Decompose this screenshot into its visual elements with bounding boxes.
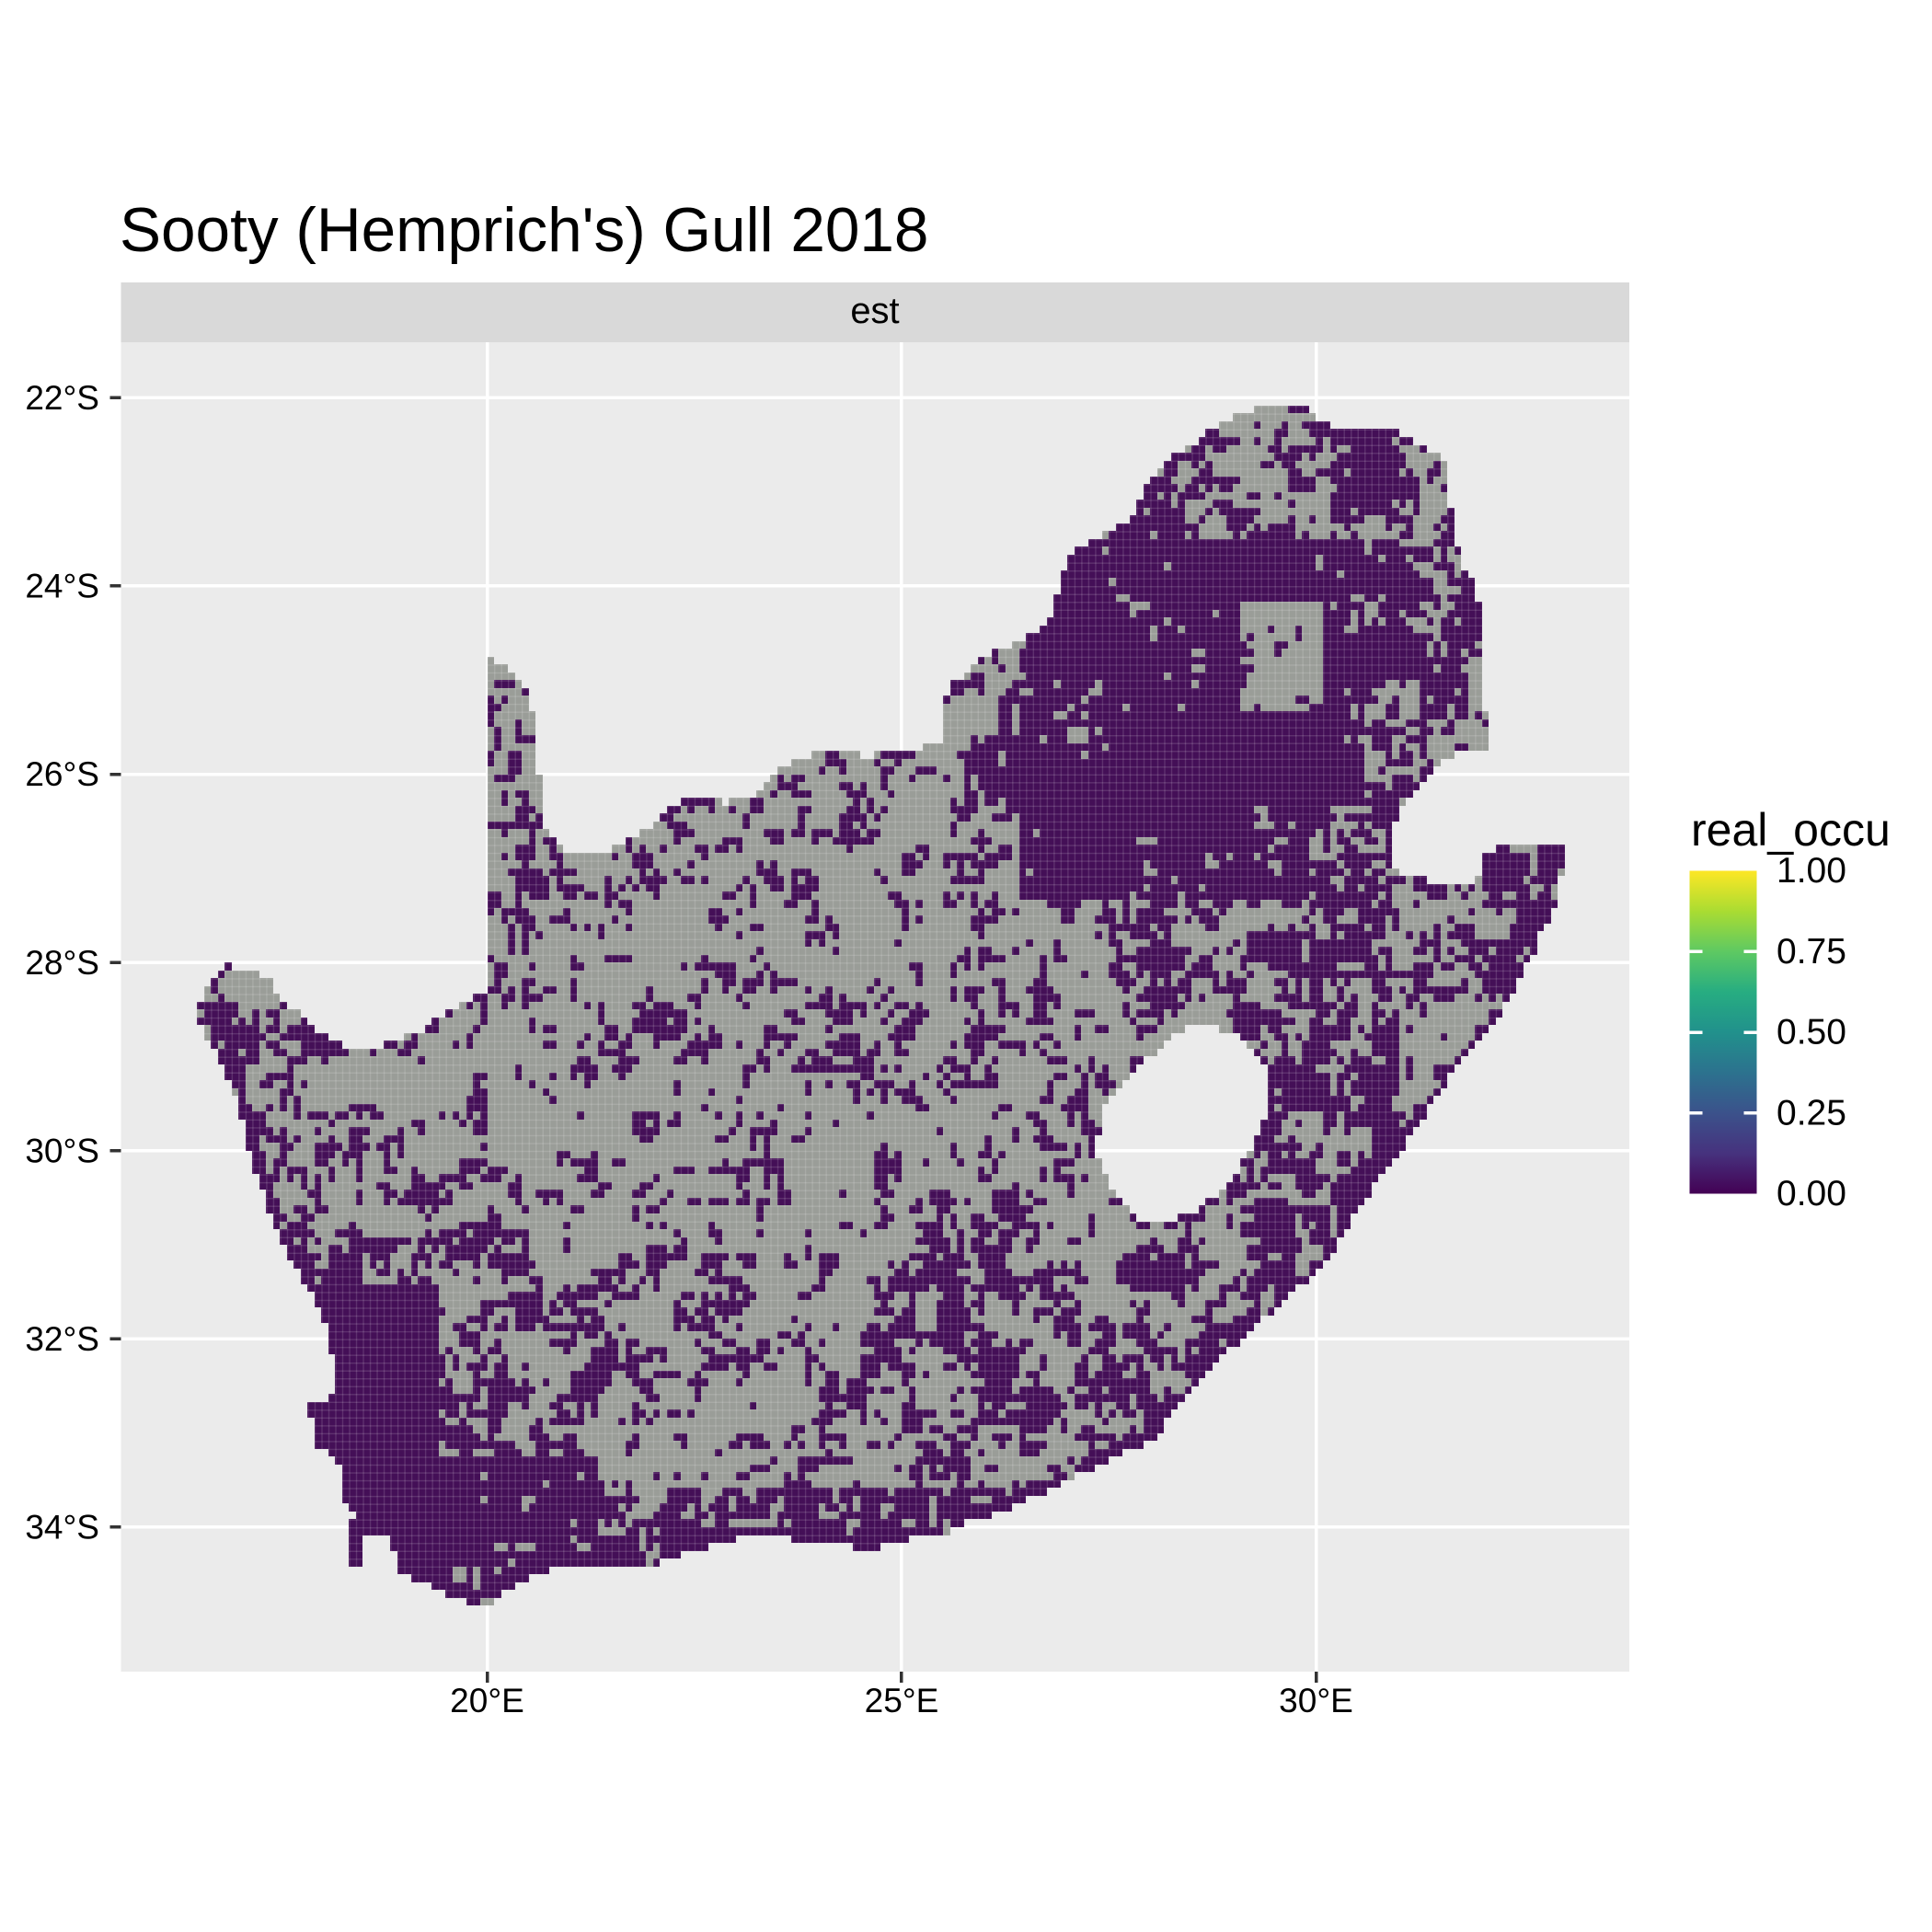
svg-text:1.00: 1.00: [1777, 851, 1846, 891]
svg-text:0.75: 0.75: [1777, 932, 1846, 972]
svg-text:0.25: 0.25: [1777, 1093, 1846, 1133]
svg-text:30°E: 30°E: [1279, 1682, 1353, 1719]
svg-text:30°S: 30°S: [25, 1132, 99, 1169]
svg-text:24°S: 24°S: [25, 568, 99, 605]
svg-text:26°S: 26°S: [25, 755, 99, 793]
svg-text:28°S: 28°S: [25, 944, 99, 982]
svg-text:22°S: 22°S: [25, 379, 99, 417]
svg-text:34°S: 34°S: [25, 1509, 99, 1547]
svg-text:32°S: 32°S: [25, 1320, 99, 1358]
svg-text:real_occu: real_occu: [1691, 804, 1891, 856]
svg-text:Sooty (Hemprich's) Gull 2018: Sooty (Hemprich's) Gull 2018: [120, 196, 928, 265]
svg-text:0.50: 0.50: [1777, 1013, 1846, 1052]
svg-text:25°E: 25°E: [865, 1682, 939, 1719]
svg-text:est: est: [850, 291, 899, 331]
svg-text:20°E: 20°E: [450, 1682, 524, 1719]
svg-text:0.00: 0.00: [1777, 1174, 1846, 1213]
